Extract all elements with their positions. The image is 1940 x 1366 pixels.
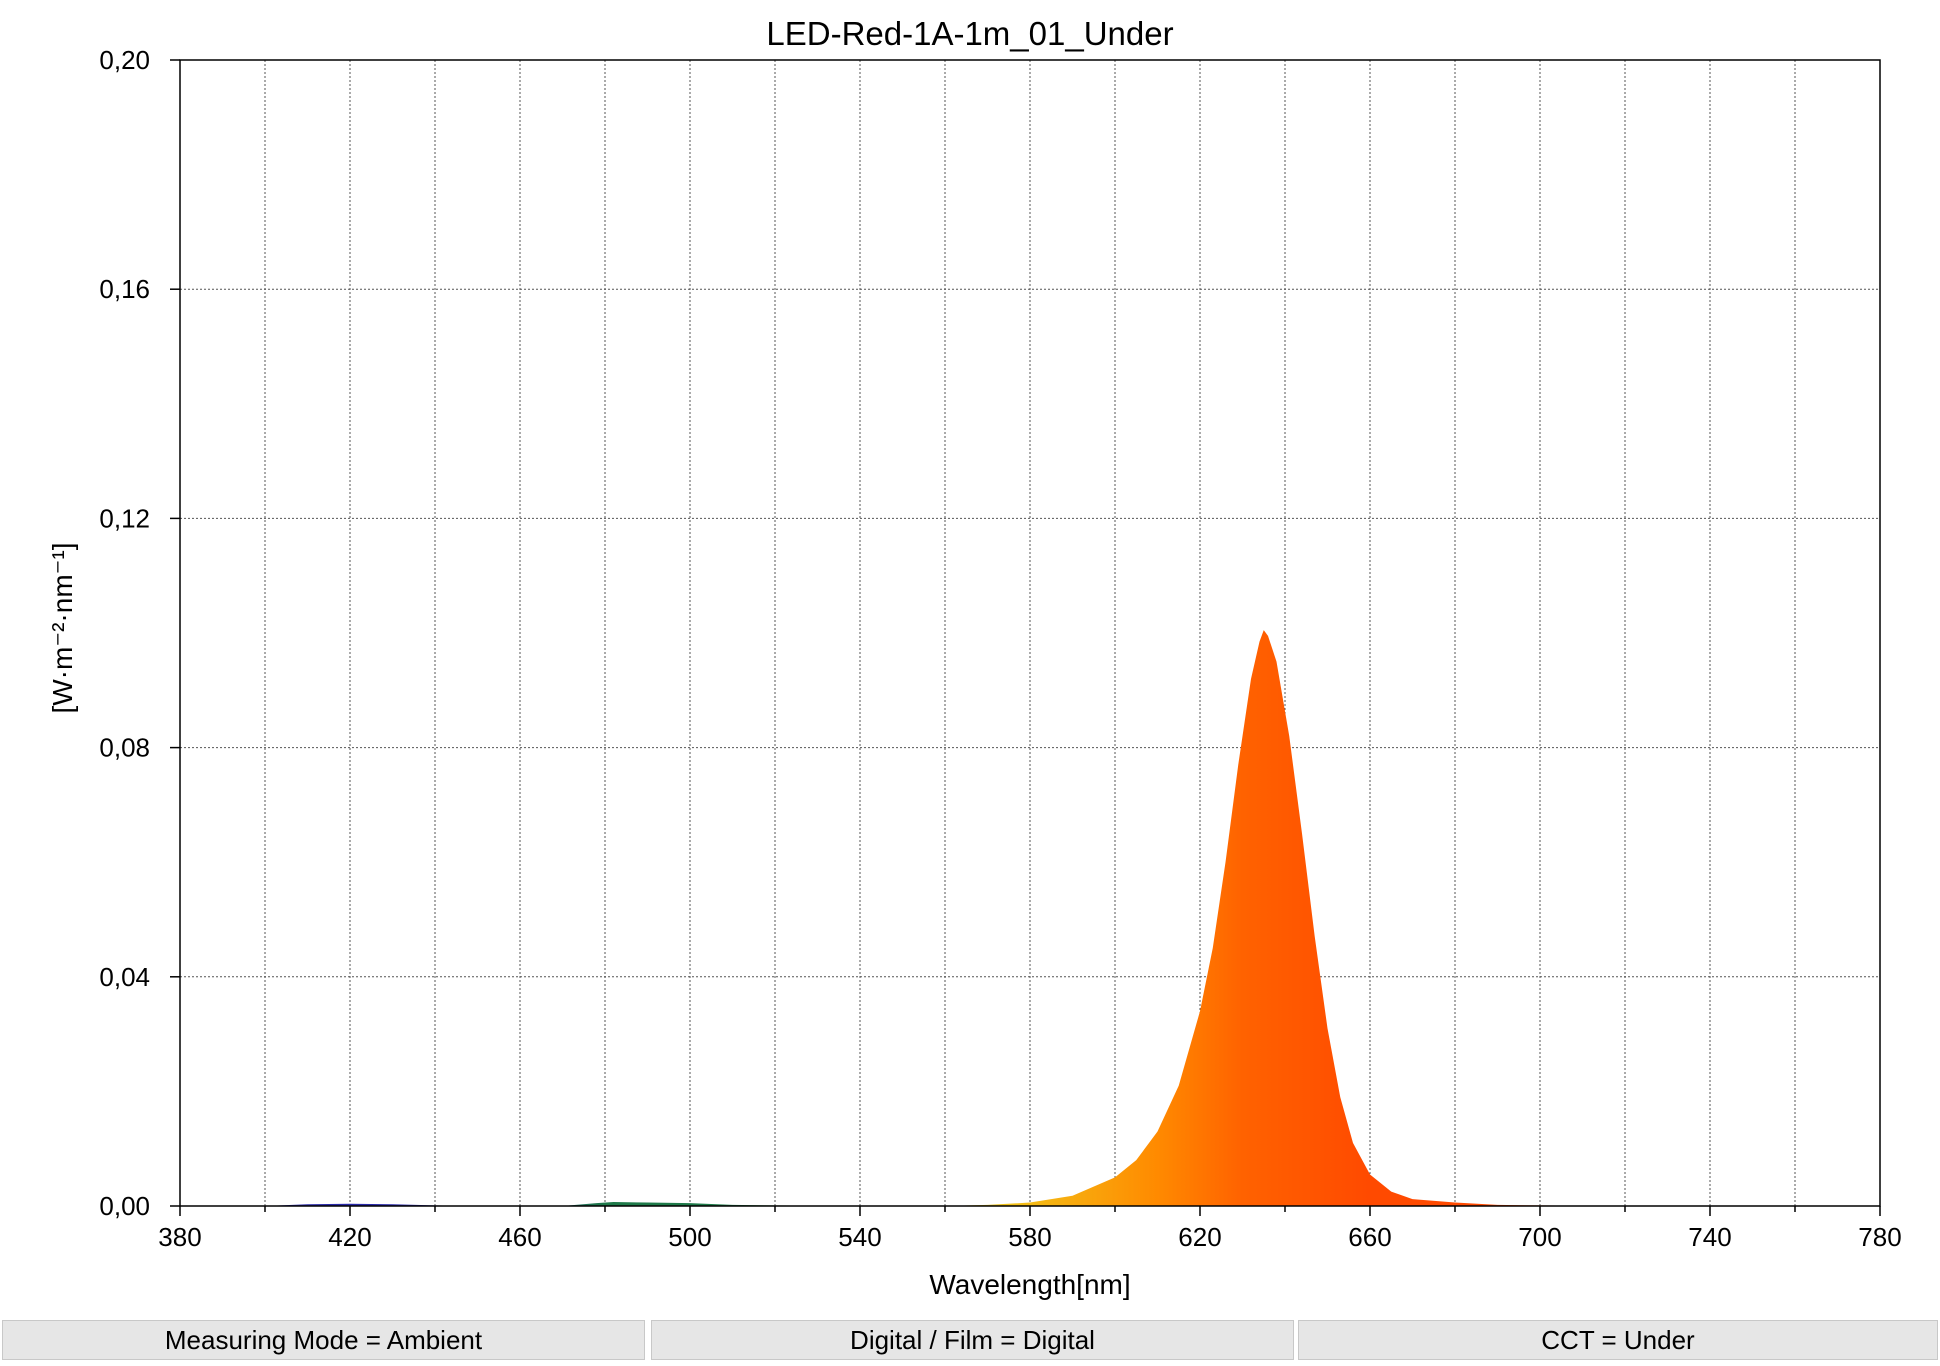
x-tick-label: 500 (668, 1222, 711, 1252)
x-tick-label: 580 (1008, 1222, 1051, 1252)
grid-lines (180, 60, 1880, 1206)
y-tick-label: 0,20 (99, 45, 150, 75)
x-axis-ticks: 380 420 460 500 540 580 620 660 700 740 780 (158, 1206, 1902, 1252)
status-bar: Measuring Mode = Ambient Digital / Film … (0, 1320, 1940, 1366)
x-tick-label: 460 (498, 1222, 541, 1252)
x-tick-label: 700 (1518, 1222, 1561, 1252)
y-tick-label: 0,00 (99, 1191, 150, 1221)
cct-field[interactable]: CCT = Under (1298, 1320, 1938, 1360)
x-tick-label: 660 (1348, 1222, 1391, 1252)
spectrum-chart: LED-Red-1A-1m_01_Under 380 420 460 500 540 58… (47, 15, 1902, 1300)
x-tick-label: 780 (1858, 1222, 1901, 1252)
x-tick-label: 620 (1178, 1222, 1221, 1252)
digital-film-field[interactable]: Digital / Film = Digital (651, 1320, 1294, 1360)
y-tick-label: 0,04 (99, 962, 150, 992)
y-axis-label: [W·m⁻²·nm⁻¹] (47, 542, 78, 713)
y-tick-label: 0,12 (99, 503, 150, 533)
x-tick-label: 740 (1688, 1222, 1731, 1252)
x-tick-label: 380 (158, 1222, 201, 1252)
y-tick-label: 0,16 (99, 274, 150, 304)
chart-title: LED-Red-1A-1m_01_Under (766, 15, 1173, 52)
y-tick-label: 0,08 (99, 733, 150, 763)
y-axis-ticks: 0,00 0,04 0,08 0,12 0,16 0,20 (99, 45, 180, 1221)
measuring-mode-field[interactable]: Measuring Mode = Ambient (2, 1320, 645, 1360)
x-axis-label: Wavelength[nm] (929, 1269, 1130, 1300)
x-tick-label: 540 (838, 1222, 881, 1252)
x-tick-label: 420 (328, 1222, 371, 1252)
